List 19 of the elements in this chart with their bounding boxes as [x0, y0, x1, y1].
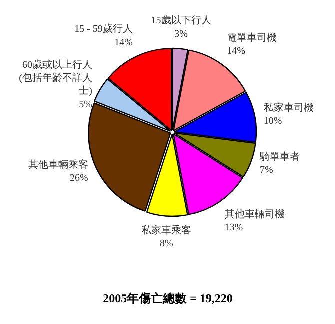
slice-label: 私家車司機 [264, 102, 314, 114]
slice-label: 電單車司機 [227, 32, 278, 44]
data-label: 3% [174, 28, 188, 40]
data-label: 7% [260, 165, 274, 176]
data-label: 13% [224, 222, 244, 234]
slice-label: 60歲或以上行人(包括年齡不詳人士) [19, 58, 92, 98]
data-label: 10% [264, 116, 282, 128]
text: 2005年傷亡總數 = 19,220 [103, 292, 233, 306]
data-label: 8% [160, 238, 174, 250]
data-label: 26% [70, 173, 88, 184]
data-label: 14% [114, 37, 133, 48]
slice-label: 其他車輛乘客 [28, 158, 88, 171]
slice-label: 騎單車者 [259, 150, 300, 163]
slice-label: 其他車輛司機 [224, 208, 285, 220]
data-label: 14% [227, 46, 246, 58]
slice-label: 15歲以下行人 [151, 14, 212, 27]
data-label: 5% [79, 99, 92, 110]
slice-label: 15 - 59歲行人 [74, 23, 133, 36]
slice-label: 私家車乘客 [142, 224, 192, 236]
